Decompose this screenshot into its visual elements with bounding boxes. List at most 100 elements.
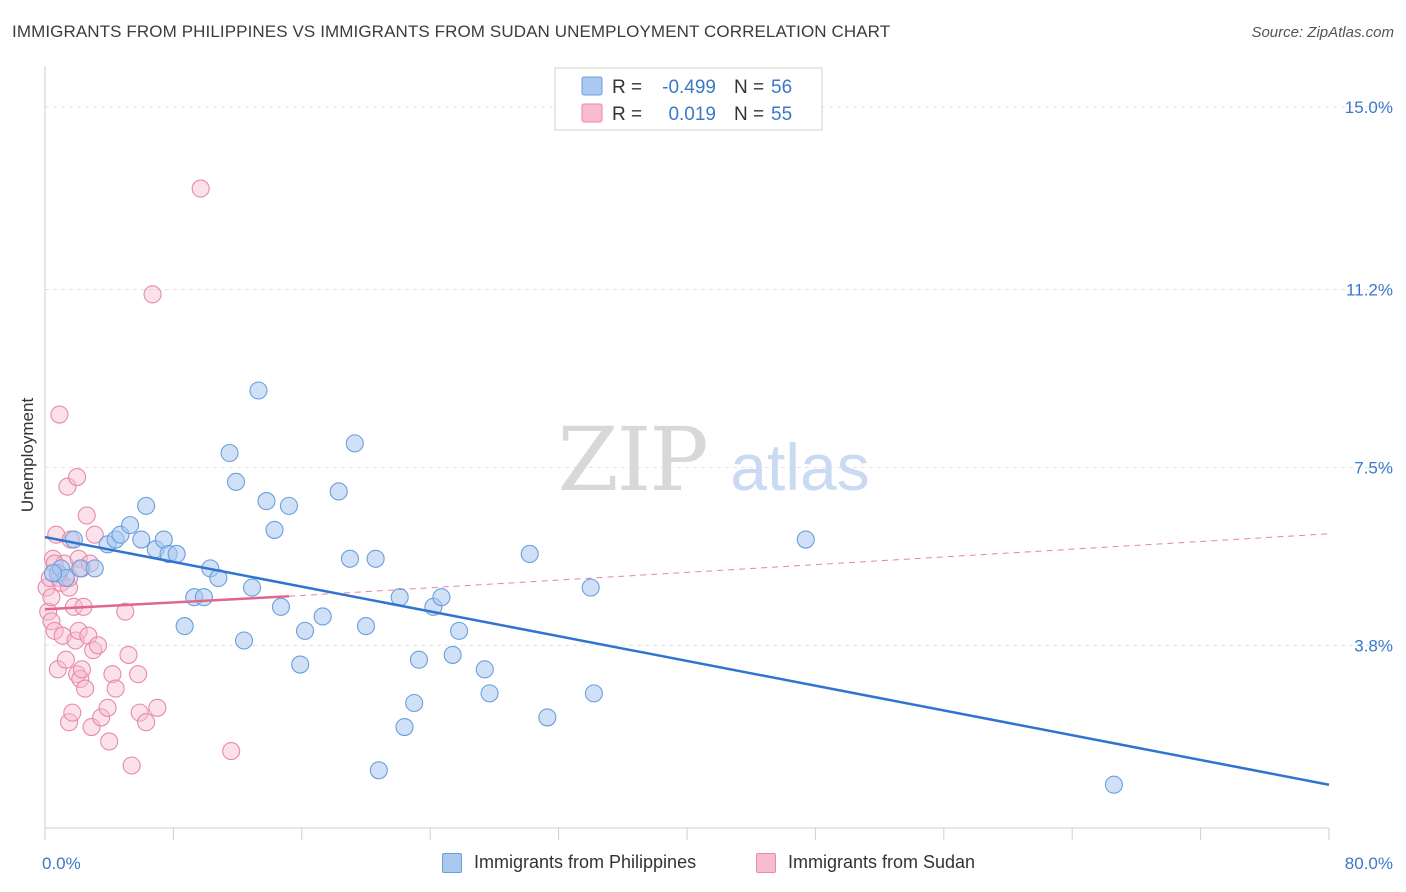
chart-title: IMMIGRANTS FROM PHILIPPINES VS IMMIGRANT… bbox=[12, 22, 891, 41]
philippines-point-46 bbox=[475, 660, 494, 679]
philippines-point-53 bbox=[1104, 775, 1123, 794]
x-tick-label-1: 80.0% bbox=[1345, 854, 1393, 873]
philippines-point-4 bbox=[85, 559, 104, 578]
philippines-point-25 bbox=[257, 492, 276, 511]
watermark: ZIP atlas bbox=[557, 408, 869, 511]
sudan-point-44 bbox=[122, 756, 141, 775]
philippines-point-36 bbox=[366, 549, 385, 568]
legend-r-value-sudan: 0.019 bbox=[668, 104, 716, 125]
philippines-point-8 bbox=[121, 516, 140, 535]
philippines-point-45 bbox=[450, 621, 469, 640]
philippines-point-55 bbox=[64, 530, 83, 549]
gridlines bbox=[45, 106, 1389, 646]
sudan-point-37 bbox=[92, 708, 111, 727]
sudan-point-52 bbox=[50, 405, 69, 424]
philippines-point-32 bbox=[329, 482, 348, 501]
bottom-legend: Immigrants from Philippines Immigrants f… bbox=[0, 852, 1406, 878]
bottom-legend-label-philippines: Immigrants from Philippines bbox=[474, 852, 697, 872]
philippines-point-35 bbox=[356, 617, 376, 636]
sudan-point-51 bbox=[222, 742, 241, 761]
sudan-point-31 bbox=[79, 626, 98, 645]
bottom-legend-swatch-philippines bbox=[442, 852, 462, 873]
philippines-point-54 bbox=[43, 564, 63, 583]
sudan-point-30 bbox=[77, 506, 96, 525]
sudan-trend-extension bbox=[288, 533, 1330, 597]
legend-r-label-philippines: R = bbox=[612, 77, 642, 98]
philippines-point-24 bbox=[249, 381, 268, 400]
philippines-point-40 bbox=[405, 693, 424, 713]
philippines-point-22 bbox=[234, 631, 254, 650]
philippines-point-14 bbox=[167, 544, 186, 564]
sudan-point-21 bbox=[68, 665, 87, 684]
sudan-point-22 bbox=[68, 467, 87, 487]
philippines-point-41 bbox=[409, 650, 429, 669]
sudan-point-3 bbox=[42, 588, 61, 607]
sudan-point-48 bbox=[143, 285, 162, 304]
philippines-point-28 bbox=[279, 496, 299, 515]
sudan-point-36 bbox=[88, 636, 108, 655]
y-tick-label-2: 11.2% bbox=[1346, 281, 1393, 300]
trend-lines bbox=[44, 533, 1330, 786]
sudan-point-40 bbox=[103, 665, 122, 684]
philippines-trend-line bbox=[44, 535, 1330, 786]
sudan-point-35 bbox=[85, 525, 104, 544]
sudan-point-38 bbox=[98, 698, 117, 717]
watermark-zip: ZIP bbox=[557, 408, 706, 511]
legend-r-label-sudan: R = bbox=[612, 104, 642, 125]
sudan-trend-line bbox=[44, 595, 290, 611]
philippines-point-20 bbox=[220, 443, 239, 463]
philippines-point-48 bbox=[520, 544, 539, 564]
philippines-point-15 bbox=[175, 617, 194, 636]
philippines-point-10 bbox=[137, 496, 156, 515]
sudan-point-18 bbox=[63, 703, 82, 722]
y-tick-label-0: 3.8% bbox=[1354, 636, 1393, 655]
sudan-point-39 bbox=[100, 732, 119, 751]
legend-swatch-sudan bbox=[581, 103, 603, 123]
legend-n-value-philippines: 56 bbox=[771, 77, 792, 98]
sudan-point-43 bbox=[119, 645, 138, 664]
philippines-point-34 bbox=[345, 434, 364, 453]
legend-n-label-philippines: N = bbox=[734, 77, 764, 98]
philippines-point-29 bbox=[291, 655, 310, 674]
philippines-point-43 bbox=[432, 588, 451, 607]
bottom-legend-swatch-sudan bbox=[756, 852, 776, 873]
sudan-points bbox=[37, 179, 241, 775]
legend-n-label-sudan: N = bbox=[734, 104, 764, 125]
sudan-point-15 bbox=[60, 713, 79, 732]
philippines-point-50 bbox=[581, 578, 600, 597]
legend-r-value-philippines: -0.499 bbox=[662, 77, 716, 98]
sudan-point-34 bbox=[84, 641, 103, 660]
philippines-point-27 bbox=[271, 597, 290, 616]
sudan-point-33 bbox=[82, 717, 101, 737]
sudan-point-27 bbox=[72, 660, 91, 679]
sudan-point-42 bbox=[116, 602, 135, 621]
bottom-legend-item-sudan: Immigrants from Sudan bbox=[756, 852, 975, 873]
philippines-point-30 bbox=[295, 621, 315, 640]
sudan-point-41 bbox=[106, 679, 125, 698]
philippines-point-39 bbox=[395, 717, 414, 737]
sudan-point-25 bbox=[71, 669, 90, 689]
philippines-point-26 bbox=[265, 520, 284, 539]
philippines-point-9 bbox=[132, 530, 151, 549]
sudan-point-47 bbox=[137, 713, 156, 732]
philippines-point-21 bbox=[226, 472, 246, 491]
sudan-point-49 bbox=[148, 698, 167, 717]
sudan-point-1 bbox=[39, 602, 58, 621]
legend-n-value-sudan: 55 bbox=[771, 104, 792, 125]
watermark-atlas: atlas bbox=[730, 430, 869, 504]
x-tick-label-0: 0.0% bbox=[42, 854, 81, 873]
philippines-point-49 bbox=[538, 708, 557, 727]
axes bbox=[44, 66, 1330, 840]
correlation-legend: R = -0.499 N = 56 R = 0.019 N = 55 bbox=[554, 67, 823, 131]
sudan-point-24 bbox=[69, 621, 88, 640]
sudan-point-29 bbox=[76, 679, 95, 698]
sudan-point-14 bbox=[58, 477, 77, 496]
philippines-point-31 bbox=[313, 607, 332, 626]
sudan-point-45 bbox=[129, 665, 148, 684]
sudan-point-46 bbox=[130, 703, 149, 722]
y-tick-label-1: 7.5% bbox=[1354, 458, 1393, 477]
philippines-point-33 bbox=[340, 549, 360, 568]
y-tick-label-3: 15.0% bbox=[1345, 98, 1393, 117]
philippines-point-17 bbox=[194, 588, 213, 607]
